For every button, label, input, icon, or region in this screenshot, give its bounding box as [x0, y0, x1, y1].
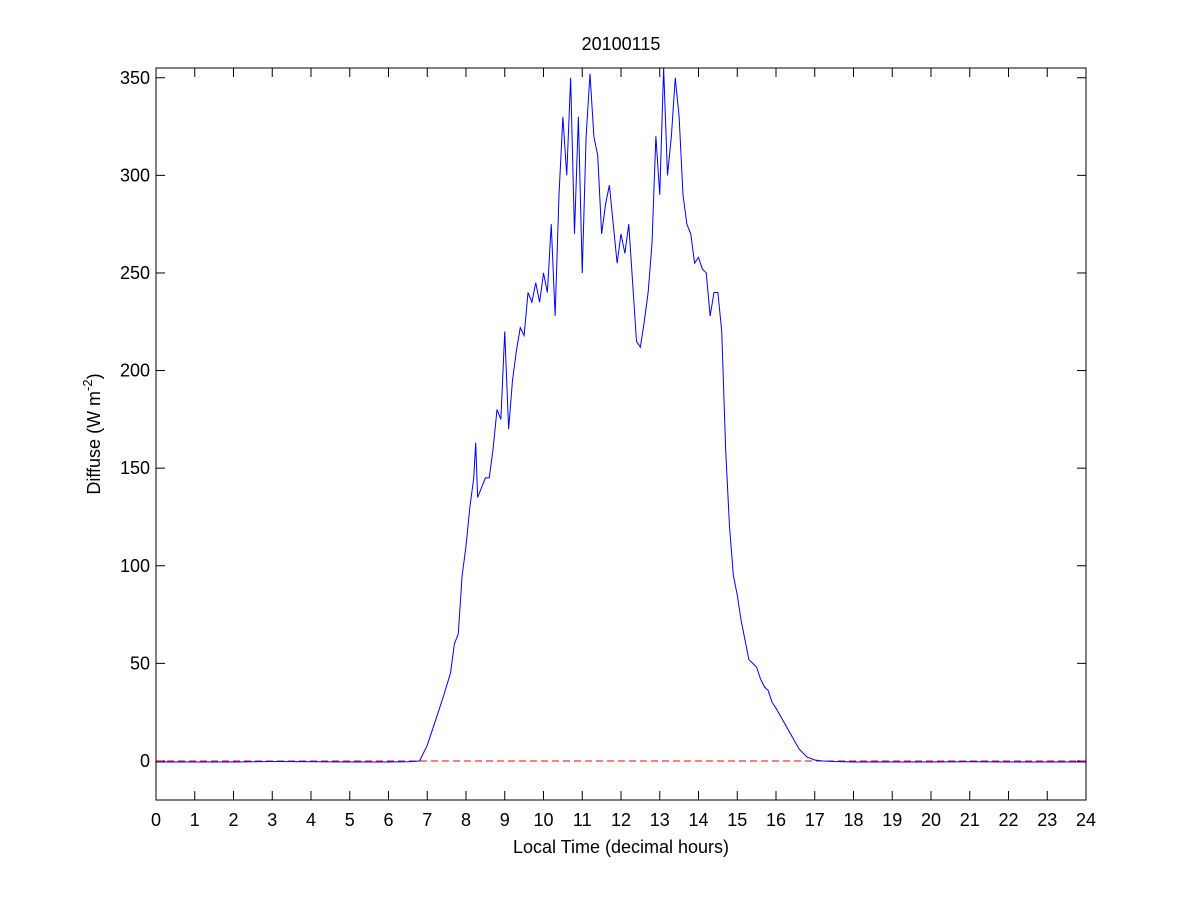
x-tick-label: 17 [805, 810, 825, 830]
y-label-suffix: ) [84, 373, 104, 379]
x-tick-label: 0 [151, 810, 161, 830]
x-tick-label: 5 [345, 810, 355, 830]
chart-title: 20100115 [582, 34, 661, 54]
y-tick-label: 350 [120, 68, 150, 88]
x-tick-label: 1 [190, 810, 200, 830]
x-axis-label: Local Time (decimal hours) [513, 837, 729, 857]
y-axis-label: Diffuse (W m-2) [80, 373, 104, 494]
y-tick-label: 150 [120, 458, 150, 478]
x-tick-label: 14 [688, 810, 708, 830]
x-tick-label: 6 [383, 810, 393, 830]
y-tick-label: 250 [120, 263, 150, 283]
plot-frame [155, 67, 1087, 801]
y-tick-label: 300 [120, 165, 150, 185]
x-tick-label: 16 [766, 810, 786, 830]
x-tick-label: 24 [1076, 810, 1096, 830]
x-tick-label: 8 [461, 810, 471, 830]
x-tick-label: 22 [998, 810, 1018, 830]
x-tick-label: 7 [422, 810, 432, 830]
x-tick-label: 18 [843, 810, 863, 830]
y-tick-label: 200 [120, 361, 150, 381]
x-tick-label: 23 [1037, 810, 1057, 830]
x-tick-label: 9 [500, 810, 510, 830]
y-tick-label: 100 [120, 556, 150, 576]
x-tick-label: 19 [882, 810, 902, 830]
x-tick-label: 12 [611, 810, 631, 830]
y-tick-label: 0 [140, 751, 150, 771]
y-label-text: Diffuse (W m [84, 391, 104, 495]
x-tick-label: 3 [267, 810, 277, 830]
data-line [156, 67, 1086, 763]
x-tick-label: 13 [650, 810, 670, 830]
x-tick-label: 4 [306, 810, 316, 830]
x-tick-label: 21 [960, 810, 980, 830]
x-tick-label: 10 [533, 810, 553, 830]
x-tick-label: 2 [228, 810, 238, 830]
x-tick-label: 11 [573, 810, 592, 830]
y-label-superscript: -2 [80, 379, 95, 391]
y-tick-label: 50 [130, 653, 150, 673]
x-tick-label: 20 [921, 810, 941, 830]
x-tick-label: 15 [727, 810, 747, 830]
